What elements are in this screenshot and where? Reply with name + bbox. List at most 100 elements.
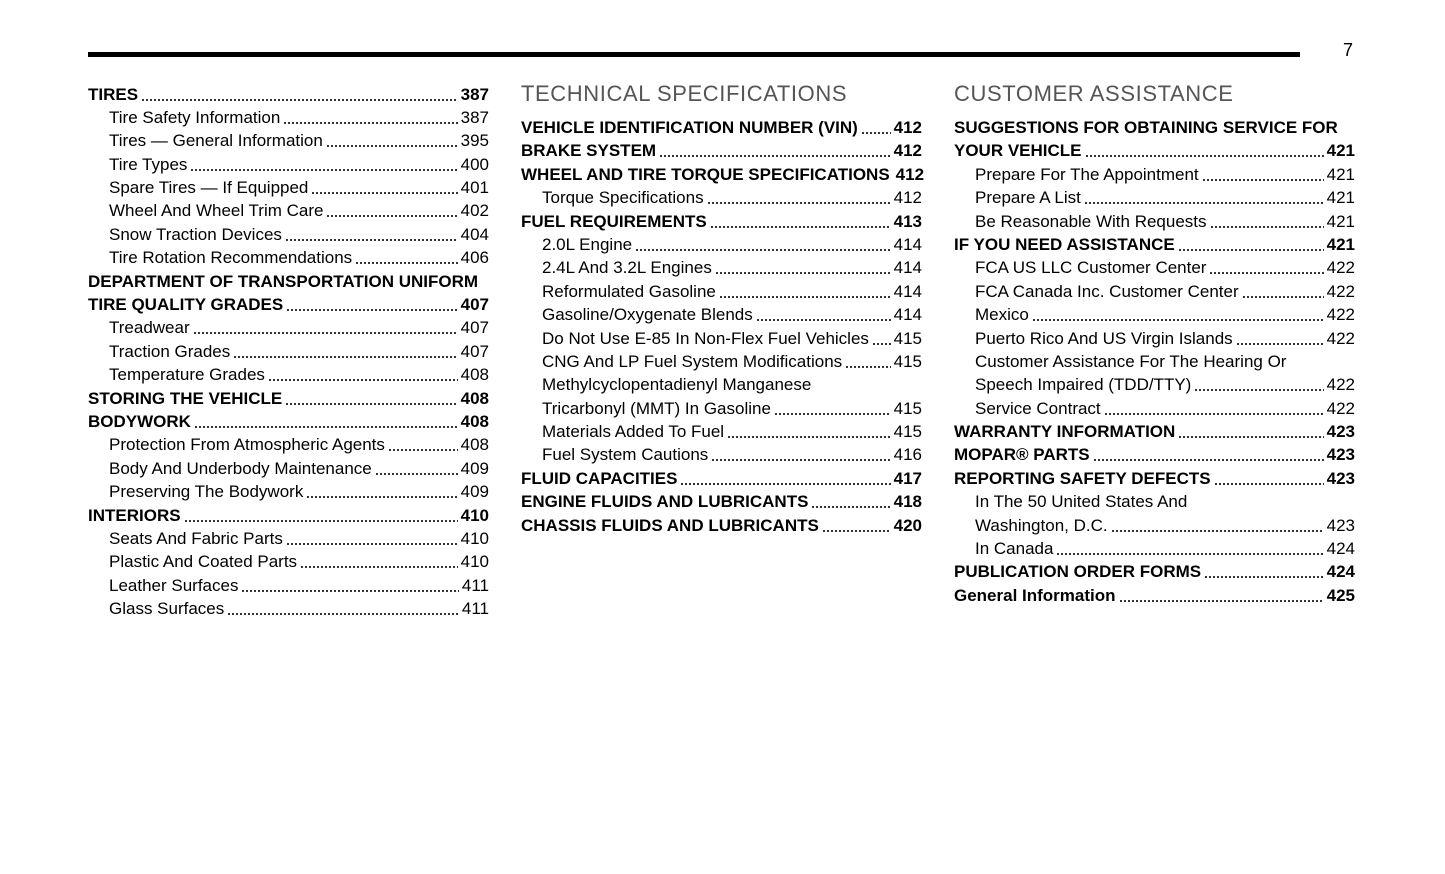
toc-entry: STORING THE VEHICLE 408 [88, 386, 489, 410]
leader-dots [190, 152, 458, 177]
toc-line: REPORTING SAFETY DEFECTS 423 [954, 466, 1355, 491]
toc-column: TIRES 387 Tire Safety Information 387 Tires … [88, 82, 489, 621]
toc-column: CUSTOMER ASSISTANCE SUGGESTIONS FOR OBTAI… [954, 77, 1355, 608]
leader-dots [193, 409, 458, 434]
entry-title: 2.0L Engine [542, 234, 633, 254]
entry-title: Do Not Use E-85 In Non-Flex Fuel Vehicle… [542, 328, 869, 348]
toc-line: Puerto Rico And US Virgin Islands 422 [954, 326, 1355, 350]
entry-title: IF YOU NEED ASSISTANCE [954, 234, 1175, 254]
toc-entry: Protection From Atmospheric Agents 408 [88, 433, 489, 457]
toc-entry: Tire Rotation Recommendations 406 [88, 246, 489, 270]
toc-line: CHASSIS FLUIDS AND LUBRICANTS 420 [521, 513, 922, 538]
leader-dots [811, 490, 891, 514]
toc-entry: Temperature Grades 408 [88, 363, 489, 387]
leader-dots [821, 513, 891, 538]
toc-line: Plastic And Coated Parts 410 [88, 550, 489, 574]
entry-title: Prepare For The Appointment [975, 164, 1199, 184]
entry-title: In The 50 United States And [975, 492, 1188, 512]
toc-entry: General Information 425 [954, 583, 1355, 608]
toc-line: Speech Impaired (TDD/TTY) 422 [954, 373, 1355, 397]
entry-page: 395 [460, 131, 489, 151]
entry-page: 410 [460, 505, 489, 525]
toc-line: In Canada 424 [954, 537, 1355, 561]
leader-dots [355, 246, 458, 270]
toc-line: Materials Added To Fuel 415 [521, 420, 922, 444]
toc-line: Prepare For The Appointment 421 [954, 162, 1355, 187]
toc-line: IF YOU NEED ASSISTANCE 421 [954, 232, 1355, 257]
toc-line: 2.4L And 3.2L Engines 414 [521, 256, 922, 280]
toc-entry: Mexico 422 [954, 303, 1355, 327]
toc-line: Fuel System Cautions 416 [521, 443, 922, 467]
entry-title: FCA Canada Inc. Customer Center [975, 281, 1239, 301]
toc-entry: In The 50 United States And Washington, D… [954, 490, 1355, 538]
toc-line: Seats And Fabric Parts 410 [88, 526, 489, 551]
toc-entry: BRAKE SYSTEM 412 [521, 139, 922, 163]
leader-dots [192, 316, 458, 340]
toc-entry: Reformulated Gasoline 414 [521, 279, 922, 304]
toc-line: BODYWORK 408 [88, 409, 489, 434]
entry-title: Fuel System Cautions [542, 445, 709, 465]
entry-title: Leather Surfaces [109, 575, 239, 595]
entry-page: 408 [460, 435, 489, 455]
entry-page: 422 [1326, 258, 1355, 278]
toc-line: WARRANTY INFORMATION 423 [954, 420, 1355, 444]
toc-line: Protection From Atmospheric Agents 408 [88, 433, 489, 457]
toc-line: Spare Tires — If Equipped 401 [88, 176, 489, 200]
toc-entry: Glass Surfaces 411 [88, 597, 489, 621]
leader-dots [284, 222, 458, 247]
toc-line: Tires — General Information 395 [88, 129, 489, 153]
toc-entry: Prepare A List 421 [954, 186, 1355, 210]
toc-entry: PUBLICATION ORDER FORMS 424 [954, 560, 1355, 584]
toc-line: Tire Rotation Recommendations 406 [88, 246, 489, 270]
entry-title: Puerto Rico And US Virgin Islands [975, 328, 1233, 348]
entry-title: BRAKE SYSTEM [521, 141, 657, 161]
leader-dots [680, 466, 891, 491]
entry-page: 410 [460, 552, 489, 572]
entry-title: Traction Grades [109, 341, 231, 361]
entry-title: FLUID CAPACITIES [521, 468, 678, 488]
toc-entry: Leather Surfaces 411 [88, 573, 489, 598]
toc-line: In The 50 United States And [954, 490, 1355, 513]
entry-page: 416 [893, 445, 922, 465]
entry-title: Washington, D.C. [975, 515, 1108, 535]
leader-dots [845, 349, 891, 374]
toc-entry: Torque Specifications 412 [521, 186, 922, 210]
toc-line: Traction Grades 407 [88, 339, 489, 364]
toc-line: FCA Canada Inc. Customer Center 422 [954, 279, 1355, 304]
entry-title: Mexico [975, 305, 1029, 325]
entry-page: 400 [460, 154, 489, 174]
entry-page: 414 [893, 305, 922, 325]
entry-page: 423 [1326, 422, 1355, 442]
leader-dots [387, 433, 458, 457]
toc-line: VEHICLE IDENTIFICATION NUMBER (VIN) 412 [521, 116, 922, 140]
entry-title: Tires — General Information [109, 131, 323, 151]
toc-line: FUEL REQUIREMENTS 413 [521, 209, 922, 233]
toc-entry: Tire Safety Information 387 [88, 105, 489, 130]
entry-page: 414 [893, 258, 922, 278]
entry-page: 421 [1326, 141, 1355, 161]
entry-title: INTERIORS [88, 505, 181, 525]
toc-line: Methylcyclopentadienyl Manganese [521, 373, 922, 396]
entry-page: 402 [460, 201, 489, 221]
leader-dots [1084, 139, 1324, 163]
toc-entry: Service Contract 422 [954, 396, 1355, 421]
entry-title: Materials Added To Fuel [542, 422, 725, 442]
leader-dots [1103, 396, 1324, 421]
toc-line: Washington, D.C. 423 [954, 513, 1355, 538]
entry-page: 422 [1326, 398, 1355, 418]
entry-page: 422 [1326, 305, 1355, 325]
entry-page: 412 [893, 118, 922, 137]
toc-line: Torque Specifications 412 [521, 186, 922, 210]
entry-page: 412 [893, 141, 922, 161]
toc-entry: Snow Traction Devices 404 [88, 222, 489, 247]
leader-dots [709, 209, 891, 233]
entry-page: 423 [1326, 445, 1355, 465]
toc-line: SUGGESTIONS FOR OBTAINING SERVICE FOR [954, 116, 1355, 139]
toc-line: Tire Safety Information 387 [88, 105, 489, 130]
leader-dots [1092, 443, 1324, 467]
entry-title: General Information [954, 585, 1116, 605]
leader-dots [326, 199, 458, 223]
toc-line: Service Contract 422 [954, 396, 1355, 421]
entry-title: CNG And LP Fuel System Modifications [542, 351, 843, 371]
toc-line: Leather Surfaces 411 [88, 573, 489, 598]
